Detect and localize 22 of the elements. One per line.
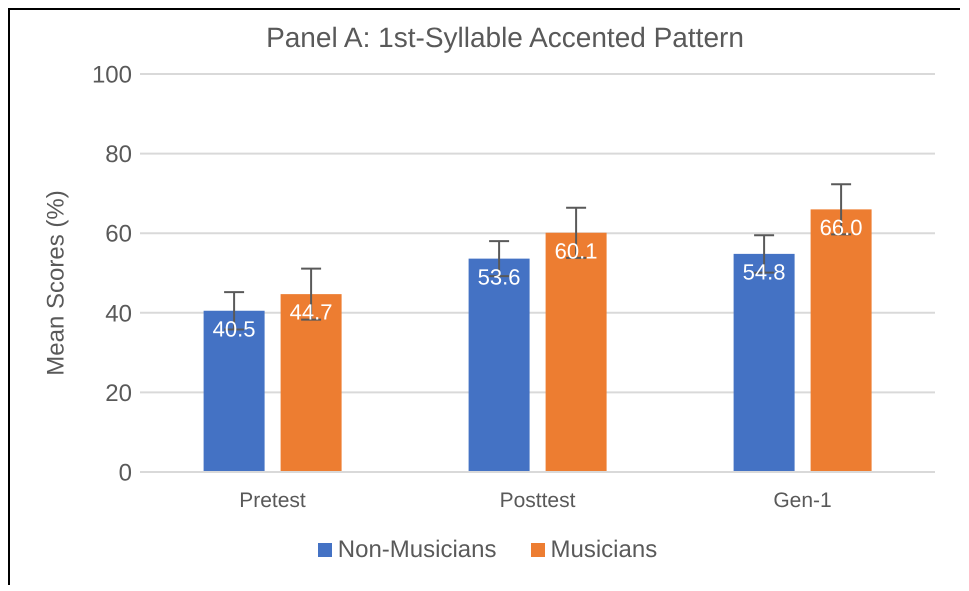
bar bbox=[468, 258, 530, 472]
data-label: 40.5 bbox=[212, 316, 256, 342]
y-tick-label: 80 bbox=[105, 141, 132, 168]
data-label: 54.8 bbox=[742, 260, 786, 285]
y-axis-title: Mean Scores (%) bbox=[42, 190, 70, 376]
y-tick-label: 100 bbox=[92, 62, 132, 89]
y-tick-label: 40 bbox=[105, 300, 132, 328]
y-tick-label: 60 bbox=[105, 220, 132, 248]
y-tick-label: 20 bbox=[105, 380, 132, 407]
legend-label: Non-Musicians bbox=[336, 536, 496, 564]
x-tick-label: Pretest bbox=[239, 488, 306, 512]
bar bbox=[280, 294, 342, 472]
bar bbox=[810, 209, 872, 472]
data-label: 53.6 bbox=[478, 264, 521, 290]
bar bbox=[546, 232, 607, 472]
bar bbox=[734, 254, 795, 472]
x-tick-label: Posttest bbox=[500, 488, 576, 512]
bar bbox=[204, 310, 265, 472]
x-tick-label: Gen-1 bbox=[773, 488, 832, 512]
legend-label: Musicians bbox=[550, 536, 658, 564]
y-tick-label: 0 bbox=[118, 460, 132, 487]
chart-title: Panel A: 1st-Syllable Accented Pattern bbox=[265, 22, 745, 54]
